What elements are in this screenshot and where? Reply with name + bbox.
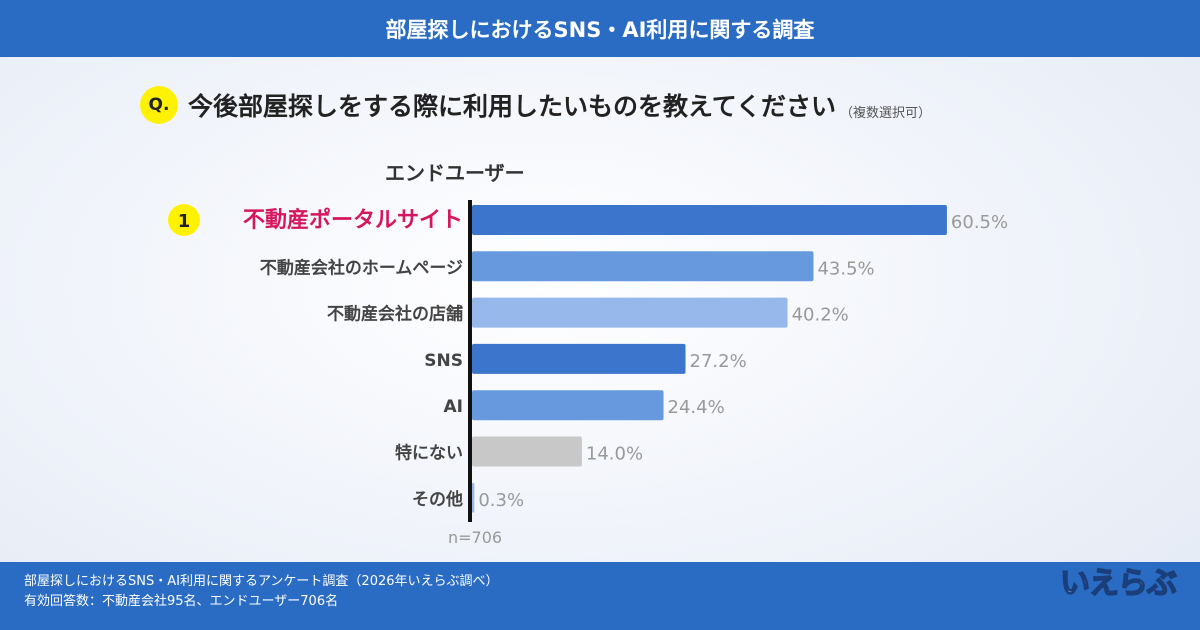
bar bbox=[472, 251, 814, 282]
brand-logo: いえらぶ bbox=[1059, 566, 1178, 601]
category-label: 特にない bbox=[395, 443, 463, 464]
sample-size: n=706 bbox=[448, 528, 503, 547]
category-label: 不動産会社のホームページ bbox=[260, 257, 463, 278]
value-label: 24.4% bbox=[668, 397, 725, 418]
category-label: 不動産ポータルサイト bbox=[243, 207, 463, 233]
category-label: その他 bbox=[412, 489, 463, 510]
category-label: SNS bbox=[424, 351, 463, 371]
header-title: 部屋探しにおけるSNS・AI利用に関する調査 bbox=[0, 0, 1200, 57]
value-label: 43.5% bbox=[817, 258, 874, 279]
rank-badge bbox=[168, 204, 200, 236]
question-text: 今後部屋探しをする際に利用したいものを教えてください bbox=[188, 92, 837, 121]
bar bbox=[472, 297, 788, 328]
value-label: 40.2% bbox=[792, 305, 849, 326]
value-label: 27.2% bbox=[690, 351, 747, 372]
bar bbox=[472, 482, 475, 513]
bar bbox=[472, 436, 582, 467]
rank-badge-number: 1 bbox=[178, 211, 191, 232]
question-badge: Q. bbox=[140, 86, 178, 124]
value-label: 14.0% bbox=[586, 444, 643, 465]
bar bbox=[472, 390, 664, 421]
category-label: AI bbox=[444, 397, 463, 417]
y-axis-line bbox=[468, 200, 472, 522]
value-label: 0.3% bbox=[478, 490, 524, 511]
bar bbox=[472, 205, 947, 235]
bar bbox=[472, 343, 686, 374]
footer-source: 部屋探しにおけるSNS・AI利用に関するアンケート調査（2026年いえらぶ調べ） bbox=[24, 574, 499, 589]
footer-responses: 有効回答数：不動産会社95名、エンドユーザー706名 bbox=[24, 594, 339, 609]
question-note: （複数選択可） bbox=[840, 105, 932, 121]
footer: 部屋探しにおけるSNS・AI利用に関するアンケート調査（2026年いえらぶ調べ）… bbox=[0, 562, 1200, 630]
question: Q. 今後部屋探しをする際に利用したいものを教えてください （複数選択可） bbox=[140, 86, 931, 124]
value-label: 60.5% bbox=[951, 212, 1008, 233]
segment-label: エンドユーザー bbox=[385, 161, 525, 185]
category-label: 不動産会社の店舗 bbox=[327, 304, 463, 325]
